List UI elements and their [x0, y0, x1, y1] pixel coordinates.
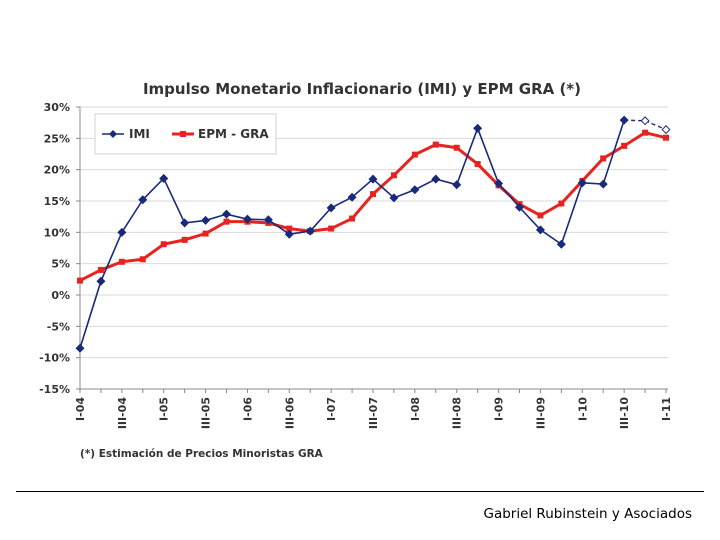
imi-point: [514, 202, 525, 212]
imi-point: [535, 225, 545, 235]
epm-gra-point: [181, 236, 188, 243]
imi-projected-line: [624, 119, 667, 131]
imi-point: [284, 229, 294, 239]
epm-gra-point: [432, 141, 439, 148]
imi-projected-point: [661, 125, 671, 135]
y-tick-label: 5%: [51, 258, 70, 271]
imi-point: [347, 192, 357, 202]
legend-imi-label: IMI: [129, 127, 150, 141]
y-tick-label: -5%: [47, 320, 70, 333]
chart-title: Impulso Monetario Inflacionario (IMI) y …: [143, 80, 581, 98]
imi-point: [556, 239, 566, 249]
epm-gra-point: [97, 266, 104, 273]
x-tick-label: I-09: [493, 397, 506, 421]
epm-gra-point: [474, 161, 481, 168]
epm-gra-point: [642, 129, 649, 136]
x-tick-label: I-08: [409, 397, 422, 421]
footer-divider: [16, 491, 704, 492]
imi-point: [473, 123, 483, 133]
legend: IMI EPM - GRA: [94, 113, 277, 155]
x-tick-label: I-06: [241, 397, 254, 421]
epm-gra-point: [77, 277, 83, 284]
footer-text: Gabriel Rubinstein y Asociados: [483, 506, 692, 522]
epm-gra-point: [558, 200, 565, 207]
y-tick-label: -10%: [39, 352, 70, 365]
imi-point: [263, 215, 273, 225]
epm-gra-point: [349, 215, 356, 222]
imi-point: [138, 195, 148, 205]
epm-gra-point: [621, 142, 628, 149]
chart-footnote: (*) Estimación de Precios Minoristas GRA: [80, 448, 324, 460]
imi-point: [242, 214, 252, 224]
x-axis: I-04 III-04 I-05 III-05 I-06 III-06 I-07 III-07…: [74, 388, 673, 429]
epm-gra-point: [411, 151, 418, 158]
legend-epm-marker: [180, 131, 186, 137]
imi-point: [201, 215, 211, 225]
x-tick-label: III-05: [200, 397, 213, 429]
chart: Impulso Monetario Inflacionario (IMI) y …: [39, 80, 673, 460]
x-tick-label: III-08: [451, 397, 464, 429]
imi-point: [494, 178, 504, 188]
epm-gra-point: [600, 155, 607, 162]
epm-gra-point: [663, 134, 669, 141]
x-tick-label: I-05: [158, 397, 171, 421]
imi-point: [221, 209, 232, 219]
imi-point: [96, 276, 106, 286]
epm-gra-point: [118, 258, 125, 265]
series-imi: [75, 115, 671, 353]
imi-point: [305, 226, 315, 236]
y-tick-label: 0%: [51, 289, 70, 302]
epm-gra-point: [537, 212, 544, 219]
epm-gra-point: [328, 225, 335, 232]
y-tick-label: 10%: [44, 226, 70, 239]
imi-point: [368, 174, 378, 184]
epm-gra-line: [79, 131, 667, 282]
epm-gra-point: [286, 225, 293, 232]
y-tick-label: 20%: [44, 164, 70, 177]
y-tick-label: 15%: [44, 195, 70, 208]
imi-point: [619, 115, 629, 125]
imi-point: [75, 343, 85, 353]
y-tick-label: 25%: [44, 132, 70, 145]
legend-epm-label: EPM - GRA: [198, 127, 269, 141]
imi-point: [180, 218, 190, 228]
y-tick-label: 30%: [44, 101, 70, 114]
imi-point: [326, 203, 336, 213]
imi-point: [598, 179, 608, 189]
imi-point: [452, 180, 462, 190]
x-tick-label: III-07: [367, 397, 380, 429]
x-tick-label: III-10: [618, 397, 631, 429]
x-tick-label: III-06: [283, 397, 296, 429]
imi-point: [117, 227, 127, 237]
y-axis: 30% 25% 20% 15% 10% 5% 0% -5% -10% -15%: [39, 101, 81, 396]
x-tick-label: III-09: [534, 397, 547, 429]
epm-gra-point: [223, 218, 230, 225]
epm-gra-point: [390, 172, 397, 179]
imi-point: [410, 185, 420, 195]
x-tick-label: I-11: [660, 397, 673, 421]
y-tick-label: -15%: [39, 383, 70, 396]
epm-gra-point: [139, 256, 146, 263]
x-tick-label: I-04: [74, 397, 87, 421]
x-tick-label: III-04: [116, 397, 129, 429]
x-tick-label: I-07: [325, 397, 338, 421]
x-tick-label: I-10: [576, 397, 589, 421]
legend-imi-marker: [109, 130, 117, 138]
imi-point: [431, 174, 441, 184]
epm-gra-point: [160, 241, 167, 248]
epm-gra-point: [370, 191, 376, 198]
imi-projected-point: [640, 116, 650, 126]
epm-gra-point: [202, 230, 209, 237]
imi-point: [389, 193, 399, 203]
series-layer: [75, 115, 671, 353]
imi-point: [159, 173, 169, 183]
imi-point: [577, 178, 587, 188]
epm-gra-point: [453, 144, 460, 151]
